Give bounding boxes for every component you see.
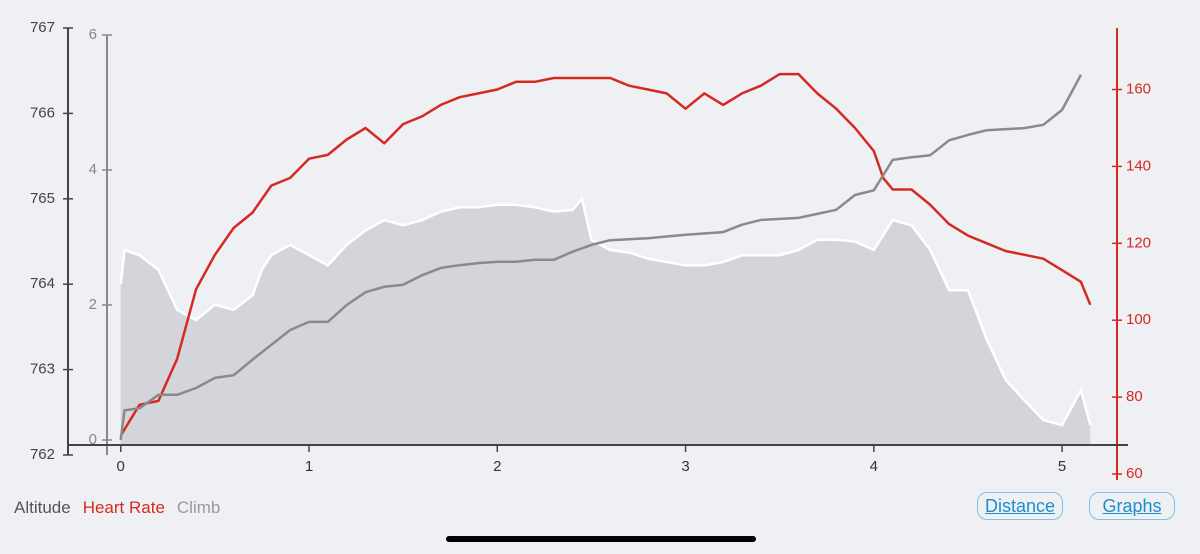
x-tick-label: 5: [1058, 458, 1066, 475]
series-line: [119, 74, 1083, 441]
x-tick-label: 1: [305, 458, 313, 475]
legend: Altitude Heart Rate Climb: [14, 498, 220, 518]
legend-entry: Altitude: [14, 498, 71, 517]
y-tick-label: 2: [89, 296, 97, 313]
y-tick-label: 764: [30, 275, 55, 292]
y-tick-label: 120: [1126, 234, 1151, 251]
x-tick-label: 2: [493, 458, 501, 475]
series-line: [119, 72, 1092, 437]
legend-entry: Heart Rate: [82, 498, 165, 517]
y-tick-label: 60: [1126, 465, 1143, 482]
graphs-button[interactable]: Graphs: [1089, 492, 1175, 520]
x-tick-label: 4: [870, 458, 878, 475]
y-tick-label: 765: [30, 190, 55, 207]
y-tick-label: 80: [1126, 388, 1143, 405]
y-tick-label: 100: [1126, 311, 1151, 328]
y-tick-label: 0: [89, 431, 97, 448]
legend-entry: Climb: [176, 498, 221, 517]
home-indicator: [446, 536, 756, 542]
y-tick-label: 767: [30, 19, 55, 36]
y-tick-label: 4: [89, 161, 97, 178]
y-tick-label: 763: [30, 361, 55, 378]
y-tick-label: 140: [1126, 157, 1151, 174]
y-tick-label: 160: [1126, 80, 1151, 97]
distance-button[interactable]: Distance: [977, 492, 1063, 520]
y-tick-label: 6: [89, 26, 97, 43]
x-tick-label: 0: [117, 458, 125, 475]
y-tick-label: 762: [30, 446, 55, 463]
altitude-line: [119, 196, 1092, 427]
x-tick-label: 3: [681, 458, 689, 475]
y-tick-label: 766: [30, 104, 55, 121]
altitude-area: [120, 198, 1091, 445]
